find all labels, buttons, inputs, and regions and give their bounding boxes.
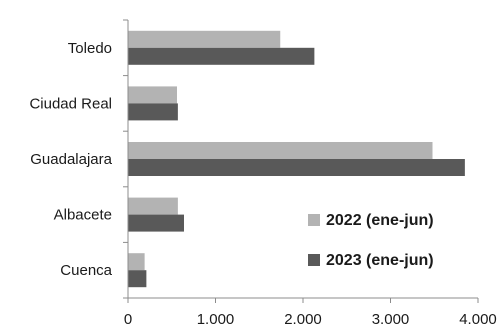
category-label-toledo: Toledo — [68, 40, 112, 57]
bar-guadalajara-series-2 — [128, 159, 465, 176]
category-label-ciudad-real: Ciudad Real — [29, 95, 112, 112]
legend: 2022 (ene-jun) 2023 (ene-jun) — [308, 212, 434, 269]
bar-ciudad-real-series-2 — [128, 103, 178, 121]
x-tick-label: 3.000 — [372, 311, 410, 328]
axes-layer — [123, 19, 479, 303]
bar-ciudad-real-series-1 — [128, 86, 177, 104]
bar-albacete-series-1 — [128, 197, 178, 215]
legend-swatch-series-1 — [308, 214, 320, 226]
legend-swatch-series-2 — [308, 254, 320, 266]
category-label-albacete: Albacete — [54, 207, 112, 224]
bar-cuenca-series-1 — [128, 253, 145, 271]
bar-toledo-series-1 — [128, 30, 281, 48]
category-label-guadalajara: Guadalajara — [30, 151, 112, 168]
bar-albacete-series-2 — [128, 214, 184, 232]
bar-toledo-series-2 — [128, 47, 315, 65]
legend-label-series-1: 2022 (ene-jun) — [326, 212, 434, 229]
bar-cuenca-series-2 — [128, 270, 147, 288]
bar-guadalajara-series-1 — [128, 142, 433, 159]
labels-layer: Toledo Ciudad Real Guadalajara Albacete Cuen… — [29, 40, 496, 328]
category-label-cuenca: Cuenca — [60, 262, 112, 279]
x-tick-label: 0 — [124, 311, 132, 328]
x-tick-label: 2.000 — [284, 311, 322, 328]
bars-layer — [128, 30, 465, 288]
x-tick-label: 1.000 — [197, 311, 235, 328]
x-tick-label: 4.000 — [459, 311, 497, 328]
legend-label-series-2: 2023 (ene-jun) — [326, 252, 434, 269]
